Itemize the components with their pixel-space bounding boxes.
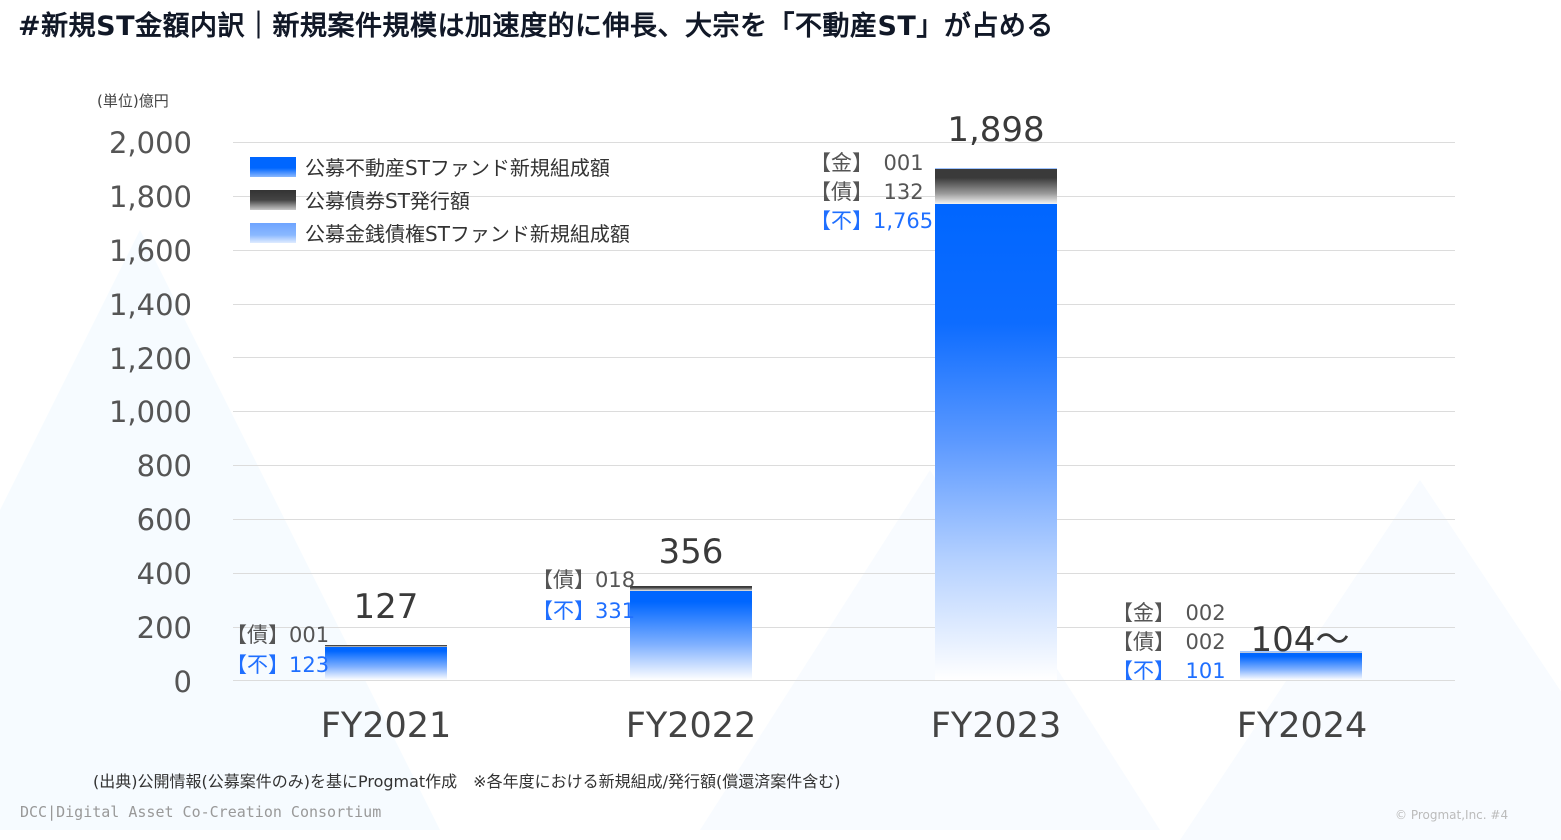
annotation-saiken: 【債】 132 xyxy=(810,180,924,204)
annotation-saiken: 【債】018 xyxy=(532,568,636,592)
bar-segment-saiken xyxy=(630,586,752,591)
annotation-fudosan: 【不】331 xyxy=(532,599,636,623)
bar-segment-fudosan xyxy=(325,647,447,680)
y-tick-label: 1,000 xyxy=(108,395,192,429)
gridline xyxy=(233,519,1455,520)
y-tick-label: 2,000 xyxy=(108,126,192,160)
bar-fy2022 xyxy=(630,586,752,680)
gridline xyxy=(233,142,1455,143)
x-tick-label: FY2024 xyxy=(1236,706,1368,746)
chart-legend: 公募不動産STファンド新規組成額 公募債券ST発行額 公募金銭債権STファンド新… xyxy=(250,150,630,249)
gridline xyxy=(233,250,1455,251)
bar-segment-saiken xyxy=(935,169,1057,204)
legend-label: 公募債券ST発行額 xyxy=(305,189,470,213)
x-tick-label: FY2023 xyxy=(930,706,1062,746)
bar-total-label: 1,898 xyxy=(947,110,1045,150)
x-tick-label: FY2022 xyxy=(625,706,757,746)
gridline xyxy=(233,196,1455,197)
bar-segment-saiken xyxy=(325,645,447,647)
legend-swatch-saiken xyxy=(250,189,296,210)
x-axis-baseline xyxy=(233,680,1455,681)
bar-total-label: 127 xyxy=(353,587,419,627)
source-note: (出典)公開情報(公募案件のみ)を基にProgmat作成 ※各年度における新規組… xyxy=(93,772,841,791)
gridline xyxy=(233,573,1455,574)
gridline xyxy=(233,411,1455,412)
legend-label: 公募不動産STファンド新規組成額 xyxy=(305,156,610,180)
legend-swatch-kinsen xyxy=(250,222,296,243)
page-title: #新規ST金額内訳｜新規案件規模は加速度的に伸長、大宗を「不動産ST」が占める xyxy=(18,11,1054,42)
y-axis-unit-label: (単位)億円 xyxy=(97,92,169,110)
gridline xyxy=(233,627,1455,628)
legend-swatch-fudosan xyxy=(250,156,296,177)
gridline xyxy=(233,357,1455,358)
y-tick-label: 600 xyxy=(136,503,192,537)
y-tick-label: 1,600 xyxy=(108,234,192,268)
y-tick-label: 400 xyxy=(136,557,192,591)
annotation-kinsen: 【金】 002 xyxy=(1112,601,1226,625)
gridline xyxy=(233,465,1455,466)
footer-copyright: © Progmat,Inc. #4 xyxy=(1395,808,1509,822)
annotation-kinsen: 【金】 001 xyxy=(810,151,924,175)
bar-fy2021 xyxy=(325,645,447,680)
y-tick-label: 200 xyxy=(136,611,192,645)
bar-total-label: 104～ xyxy=(1250,620,1350,660)
bar-segment-fudosan xyxy=(630,591,752,680)
x-tick-label: FY2021 xyxy=(320,706,452,746)
bar-total-label: 356 xyxy=(658,532,724,572)
annotation-saiken: 【債】 002 xyxy=(1112,630,1226,654)
legend-label: 公募金銭債権STファンド新規組成額 xyxy=(305,222,630,246)
annotation-fudosan: 【不】 101 xyxy=(1112,659,1226,683)
y-tick-label: 0 xyxy=(173,665,192,699)
footer-consortium-name: DCC|Digital Asset Co-Creation Consortium xyxy=(20,803,382,821)
y-tick-label: 1,800 xyxy=(108,180,192,214)
annotation-saiken: 【債】001 xyxy=(226,623,330,647)
y-tick-label: 800 xyxy=(136,449,192,483)
legend-item-saiken: 公募債券ST発行額 xyxy=(250,183,630,216)
annotation-fudosan: 【不】123 xyxy=(226,653,330,677)
bar-fy2023 xyxy=(935,168,1057,680)
bar-segment-kinsen xyxy=(935,168,1057,169)
bar-segment-saiken xyxy=(1240,652,1362,653)
bar-segment-fudosan xyxy=(1240,653,1362,680)
annotation-fudosan: 【不】1,765 xyxy=(810,209,934,233)
bar-segment-kinsen xyxy=(1240,651,1362,652)
background-mountain-shape xyxy=(700,470,1160,830)
bar-segment-fudosan xyxy=(935,204,1057,680)
legend-item-fudosan: 公募不動産STファンド新規組成額 xyxy=(250,150,630,183)
y-tick-label: 1,400 xyxy=(108,288,192,322)
legend-item-kinsen: 公募金銭債権STファンド新規組成額 xyxy=(250,216,630,249)
gridline xyxy=(233,304,1455,305)
bar-fy2024 xyxy=(1240,651,1362,680)
y-tick-label: 1,200 xyxy=(108,342,192,376)
background-mountain-shape xyxy=(0,230,440,830)
